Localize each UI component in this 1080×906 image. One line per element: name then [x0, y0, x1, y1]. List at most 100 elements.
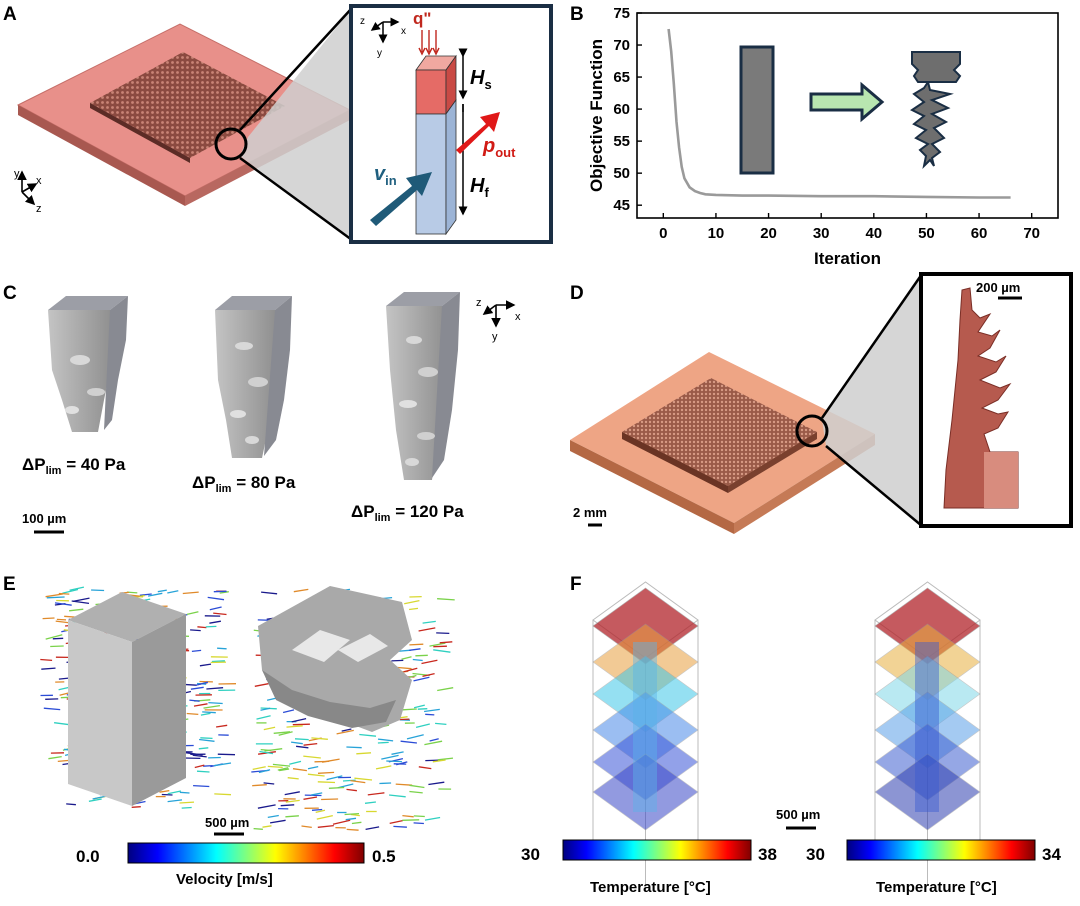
velocity-arrow — [424, 741, 442, 744]
temperature-colorbar-2 — [847, 840, 1035, 860]
velocity-arrow — [379, 783, 391, 784]
velocity-arrow — [402, 657, 412, 660]
velocity-arrow — [318, 826, 334, 828]
velocity-arrow — [288, 778, 299, 779]
fin-slice — [915, 642, 939, 812]
y-tick-label: 60 — [613, 101, 630, 118]
velocity-arrow — [322, 759, 340, 762]
velocity-arrow — [345, 814, 359, 815]
optimized-fin-shape — [912, 52, 960, 166]
velocity-arrow — [204, 706, 220, 709]
axis-x-label: x — [36, 175, 42, 187]
y-axis-label: Objective Function — [587, 39, 606, 192]
velocity-arrow — [312, 810, 322, 811]
c-axis-y: y — [492, 331, 498, 343]
velocity-arrow — [132, 807, 141, 808]
velocity-arrow — [308, 767, 318, 769]
velocity-arrow — [180, 792, 190, 793]
panel-c: C — [3, 283, 521, 532]
x-tick-label: 10 — [708, 225, 725, 242]
velocity-arrow — [264, 783, 275, 784]
x-axis-label: Iteration — [814, 249, 881, 268]
velocity-arrow — [346, 818, 356, 819]
c-axis-z: z — [476, 297, 482, 309]
x-tick-label: 50 — [918, 225, 935, 242]
velocity-arrow — [53, 638, 63, 639]
velocity-arrow — [318, 772, 334, 773]
velocity-arrow — [425, 818, 440, 821]
velocity-arrow — [433, 646, 447, 647]
velocity-arrow — [182, 808, 192, 809]
initial-fin-shape — [741, 47, 773, 173]
velocity-arrow — [73, 598, 90, 601]
velocity-arrow — [216, 725, 227, 727]
panel-label-f: F — [570, 574, 582, 595]
velocity-arrow — [168, 791, 181, 794]
velocity-arrow — [317, 816, 333, 820]
caption-120pa: ΔPlim = 120 Pa — [351, 502, 464, 524]
fin-shape-80pa — [215, 296, 292, 458]
velocity-arrow — [422, 660, 438, 663]
solid-region — [416, 70, 446, 114]
velocity-arrow — [381, 755, 398, 759]
velocity-arrow — [302, 826, 312, 827]
velocity-arrow — [389, 795, 406, 797]
temp2-max: 34 — [1042, 845, 1061, 864]
panel-label-d: D — [570, 283, 584, 304]
velocity-arrow — [208, 597, 224, 599]
velocity-arrow — [257, 716, 271, 719]
velocity-arrow — [57, 619, 66, 620]
velocity-arrow — [437, 599, 455, 600]
scale-label-e: 500 µm — [205, 815, 249, 830]
velocity-arrow — [414, 816, 425, 817]
velocity-arrow — [425, 714, 434, 715]
velocity-arrow — [167, 591, 178, 593]
x-tick-label: 60 — [971, 225, 988, 242]
velocity-arrow — [296, 746, 308, 748]
y-tick-label: 45 — [613, 197, 630, 214]
velocity-arrow — [419, 767, 432, 769]
velocity-arrow — [43, 618, 55, 619]
velocity-arrow — [89, 799, 102, 801]
velocity-arrow — [59, 594, 70, 595]
velocity-arrow — [414, 823, 424, 824]
axes-triad-c: z x y — [476, 297, 521, 343]
velocity-arrow — [214, 794, 231, 795]
velocity-arrow — [352, 822, 362, 823]
scale-label-c: 100 µm — [22, 511, 66, 526]
fin-inset-d: 200 µm — [921, 274, 1071, 526]
velocity-arrow — [197, 627, 206, 628]
velocity-arrow — [191, 687, 204, 689]
evolution-arrow — [811, 85, 882, 119]
velocity-arrow — [376, 766, 391, 769]
fin-shape-40pa — [48, 296, 128, 432]
velocity-arrow — [391, 660, 403, 661]
velocity-arrow — [402, 816, 413, 817]
velocity-arrow — [393, 826, 407, 827]
panel-a: A y x z z x — [3, 4, 551, 242]
velocity-arrow — [401, 741, 417, 743]
velocity-arrow — [423, 621, 436, 623]
velocity-arrow — [197, 771, 210, 772]
velocity-arrow — [193, 755, 207, 757]
velocity-arrow — [258, 805, 276, 808]
y-tick-label: 75 — [613, 5, 630, 22]
velocity-arrow — [402, 820, 419, 821]
velocity-arrow — [162, 795, 173, 796]
velocity-arrow — [210, 607, 222, 610]
velocity-arrow — [285, 792, 300, 795]
velocity-arrow — [69, 609, 83, 611]
velocity-arrow — [291, 742, 303, 744]
velocity-arrow — [287, 726, 303, 727]
velocity-arrow — [200, 664, 211, 666]
velocity-colorbar — [128, 843, 364, 863]
velocity-arrow — [293, 724, 310, 725]
velocity-arrow — [436, 633, 449, 634]
y-tick-label: 50 — [613, 165, 630, 182]
velocity-arrow — [183, 592, 199, 593]
axis-z-label: z — [36, 203, 42, 215]
velocity-arrow — [91, 590, 104, 591]
